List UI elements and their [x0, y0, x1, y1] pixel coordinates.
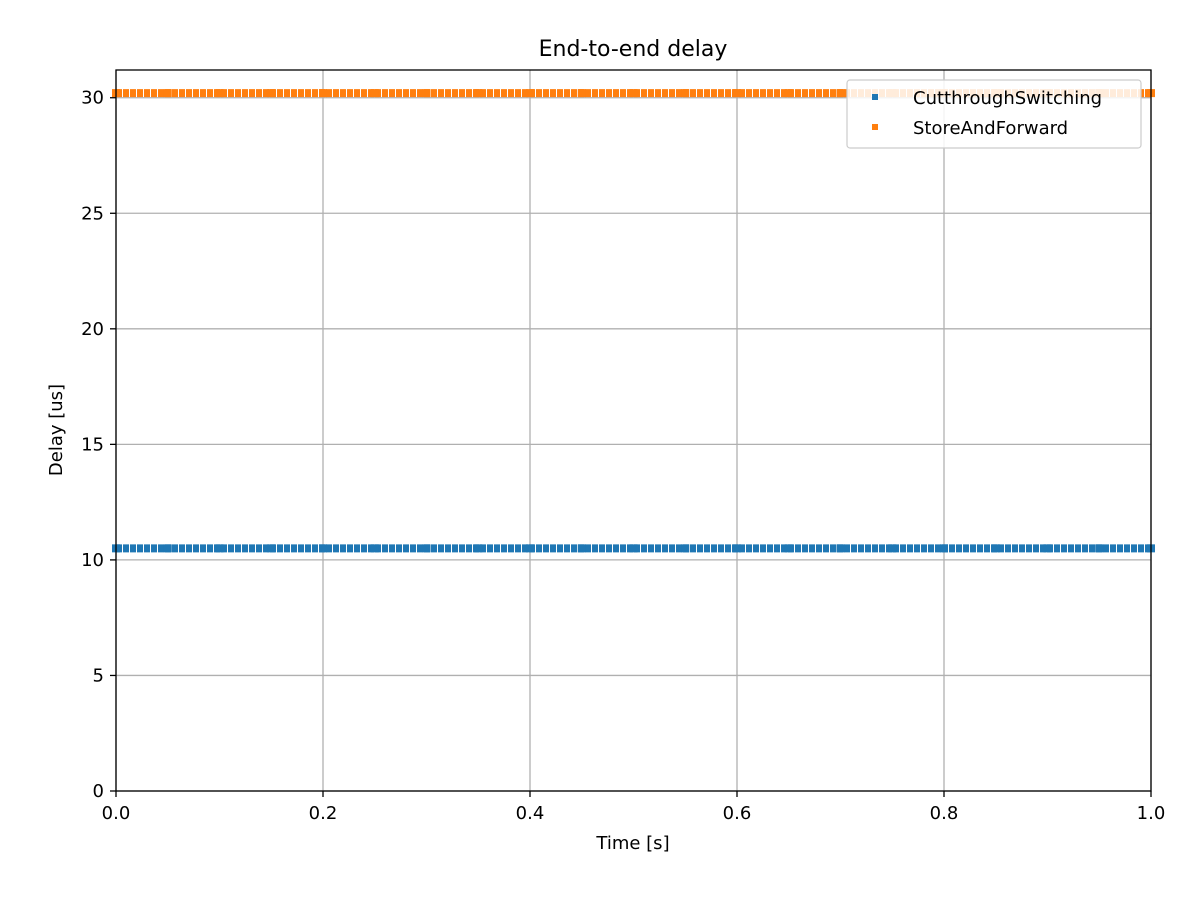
x-tick-label: 1.0: [1137, 803, 1166, 824]
data-point: [629, 544, 638, 553]
x-tick-label: 0.0: [102, 803, 131, 824]
legend-label-storeandforward: StoreAndForward: [913, 118, 1068, 139]
data-point: [215, 544, 224, 553]
grid-lines: [115, 70, 1152, 792]
data-point: [163, 544, 172, 553]
data-point: [1043, 544, 1052, 553]
legend-label-cutthroughswitching: CutthroughSwitching: [913, 88, 1102, 109]
data-point: [629, 89, 638, 98]
data-point: [474, 544, 483, 553]
legend-marker-storeandforward: [872, 124, 878, 130]
data-point: [836, 544, 845, 553]
data-point: [836, 89, 845, 98]
data-point: [267, 544, 276, 553]
data-point: [1095, 544, 1104, 553]
y-tick-label: 30: [81, 88, 104, 109]
data-point: [888, 544, 897, 553]
x-axis-ticks: 0.0 0.2 0.4 0.6 0.8 1.0: [102, 791, 1166, 824]
legend-box: [846, 79, 1142, 149]
data-point: [733, 544, 741, 553]
data-point: [681, 544, 690, 553]
legend: CutthroughSwitching StoreAndForward: [846, 79, 1142, 149]
x-tick-label: 0.8: [930, 803, 959, 824]
data-point: [577, 544, 586, 553]
y-tick-label: 20: [81, 319, 104, 340]
data-point: [733, 89, 741, 98]
data-point: [163, 89, 172, 98]
y-tick-label: 25: [81, 203, 104, 224]
x-axis-label: Time [s]: [595, 833, 669, 854]
legend-marker-cutthroughswitching: [872, 94, 878, 100]
data-point: [526, 89, 534, 98]
data-point: [681, 89, 690, 98]
x-tick-label: 0.2: [309, 803, 338, 824]
data-point: [474, 89, 483, 98]
chart-title: End-to-end delay: [539, 37, 728, 62]
data-point: [784, 89, 793, 98]
y-tick-label: 10: [81, 550, 104, 571]
data-point: [526, 544, 534, 553]
plot-frame: [115, 69, 1152, 792]
data-point: [267, 89, 276, 98]
data-point: [991, 544, 1000, 553]
x-tick-label: 0.6: [723, 803, 752, 824]
y-tick-label: 15: [81, 434, 104, 455]
data-point: [577, 89, 586, 98]
data-point: [940, 544, 948, 553]
y-axis-label: Delay [us]: [46, 384, 67, 476]
x-tick-label: 0.4: [516, 803, 545, 824]
data-point: [422, 544, 431, 553]
y-tick-label: 0: [93, 781, 104, 802]
data-point: [319, 544, 327, 553]
data-point: [784, 544, 793, 553]
y-tick-label: 5: [93, 665, 104, 686]
y-axis-ticks: 0 5 10 15 20 25 30: [81, 88, 116, 802]
data-point: [215, 89, 224, 98]
data-point: [370, 89, 379, 98]
data-point: [370, 544, 379, 553]
data-point: [422, 89, 431, 98]
data-point: [319, 89, 327, 98]
series-cutthroughswitching: [112, 544, 1155, 553]
